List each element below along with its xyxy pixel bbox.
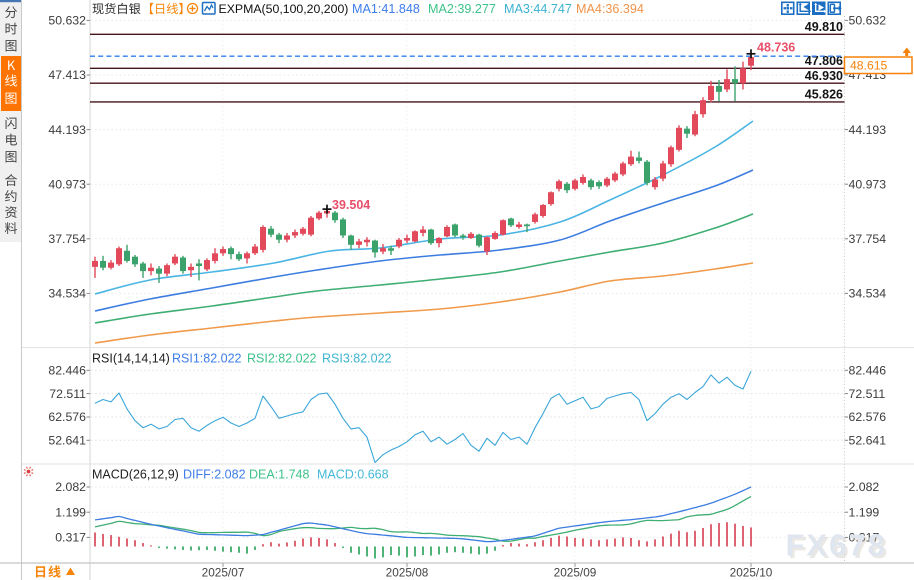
svg-text:52.641: 52.641 (48, 434, 86, 448)
svg-text:37.754: 37.754 (48, 232, 86, 246)
svg-text:2025/07: 2025/07 (202, 566, 245, 580)
svg-text:MACD:0.668: MACD:0.668 (317, 468, 389, 482)
svg-text:45.826: 45.826 (805, 88, 843, 102)
svg-text:40.973: 40.973 (849, 177, 887, 191)
svg-text:62.576: 62.576 (849, 410, 887, 424)
svg-text:39.504: 39.504 (332, 198, 370, 212)
svg-text:34.534: 34.534 (48, 287, 86, 301)
svg-text:48.615: 48.615 (850, 59, 887, 73)
svg-text:47.806: 47.806 (805, 54, 843, 68)
svg-text:0.317: 0.317 (849, 531, 880, 545)
svg-text:44.193: 44.193 (48, 123, 86, 137)
svg-text:1.199: 1.199 (849, 505, 880, 519)
svg-text:DEA:1.748: DEA:1.748 (249, 468, 310, 482)
svg-text:82.446: 82.446 (48, 364, 86, 378)
svg-text:62.576: 62.576 (48, 410, 86, 424)
svg-text:FX678: FX678 (786, 528, 887, 563)
svg-text:72.511: 72.511 (849, 387, 886, 401)
svg-text:44.193: 44.193 (849, 123, 887, 137)
svg-text:MACD(26,12,9): MACD(26,12,9) (92, 468, 179, 482)
svg-text:50.632: 50.632 (48, 14, 86, 28)
svg-text:49.810: 49.810 (805, 20, 843, 34)
svg-text:37.754: 37.754 (849, 232, 887, 246)
svg-text:2025/09: 2025/09 (554, 566, 597, 580)
svg-text:MA2:39.277: MA2:39.277 (428, 2, 496, 16)
svg-text:MA3:44.747: MA3:44.747 (504, 2, 572, 16)
svg-text:RSI3:82.022: RSI3:82.022 (322, 352, 392, 366)
svg-text:52.641: 52.641 (849, 434, 887, 448)
svg-text:46.930: 46.930 (805, 69, 843, 83)
svg-text:1.199: 1.199 (55, 505, 86, 519)
svg-text:40.973: 40.973 (48, 177, 86, 191)
svg-text:50.632: 50.632 (849, 14, 887, 28)
svg-text:2025/10: 2025/10 (730, 566, 773, 580)
svg-text:2.082: 2.082 (55, 480, 86, 494)
svg-text:2.082: 2.082 (849, 480, 880, 494)
svg-text:34.534: 34.534 (849, 287, 887, 301)
svg-text:RSI1:82.022: RSI1:82.022 (172, 352, 242, 366)
svg-text:DIFF:2.082: DIFF:2.082 (183, 468, 246, 482)
svg-text:72.511: 72.511 (49, 387, 86, 401)
svg-text:48.736: 48.736 (757, 41, 795, 55)
svg-text:MA1:41.848: MA1:41.848 (352, 2, 420, 16)
svg-text:47.413: 47.413 (48, 68, 86, 82)
svg-text:RSI2:82.022: RSI2:82.022 (247, 352, 317, 366)
svg-text:FX678: FX678 (788, 530, 889, 565)
svg-text:MA4:36.394: MA4:36.394 (576, 2, 644, 16)
svg-text:EXPMA(50,100,20,200): EXPMA(50,100,20,200) (219, 2, 349, 16)
svg-text:RSI(14,14,14): RSI(14,14,14) (92, 352, 170, 366)
svg-text:82.446: 82.446 (849, 364, 887, 378)
svg-text:2025/08: 2025/08 (386, 566, 429, 580)
svg-text:0.317: 0.317 (55, 531, 86, 545)
